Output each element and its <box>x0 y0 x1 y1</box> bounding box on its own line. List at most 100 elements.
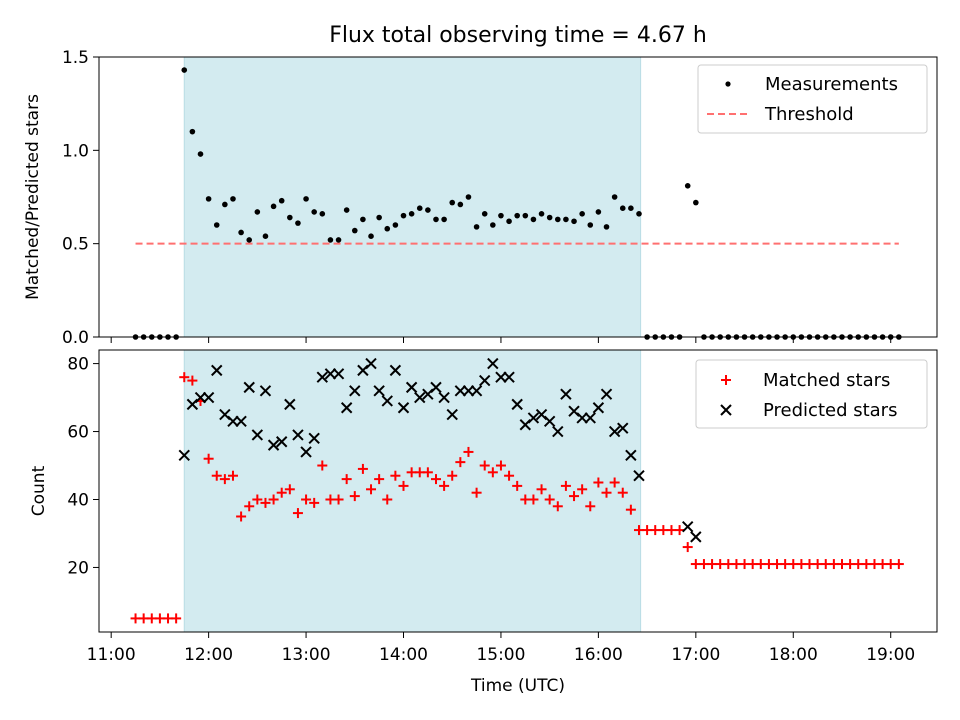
y-tick-label: 20 <box>67 558 89 578</box>
matched-stars-point <box>276 487 287 498</box>
ratio-panel: 0.0 0.5 1.0 1.5 Matched/Predicted stars Mea… <box>23 48 938 348</box>
count-axes-frame <box>98 349 938 633</box>
count-x-ticks: 11:00 12:00 13:00 14:00 15:00 16:00 17:00 18:00… <box>87 632 915 665</box>
predicted-stars-point <box>349 385 361 397</box>
matched-stars-point <box>179 372 190 383</box>
measurement-point <box>311 209 317 215</box>
ratio-y-axis-label: Matched/Predicted stars <box>23 94 43 300</box>
matched-stars-point <box>682 542 693 553</box>
measurement-point <box>213 222 220 228</box>
measurement-point <box>376 214 382 221</box>
predicted-stars-point <box>365 357 377 370</box>
predicted-stars-point <box>592 402 605 414</box>
measurement-point <box>449 199 456 206</box>
measurement-point <box>238 229 244 236</box>
predicted-stars-point <box>194 391 207 404</box>
predicted-stars-point <box>324 368 337 380</box>
predicted-stars-point <box>462 385 475 397</box>
predicted-stars-point <box>600 388 613 400</box>
predicted-stars-point <box>178 449 190 462</box>
predicted-stars-point <box>584 412 596 424</box>
matched-stars-point <box>560 480 571 491</box>
matched-stars-point <box>893 559 904 570</box>
measurement-point <box>538 211 545 217</box>
predicted-stars-point <box>479 374 491 387</box>
legend-label-matched-stars: Matched stars <box>763 370 890 391</box>
y-tick-label: 60 <box>67 423 89 443</box>
matched-stars-point <box>495 460 506 471</box>
matched-stars-point <box>422 467 433 478</box>
predicted-stars-point <box>373 385 385 397</box>
x-tick-label: 15:00 <box>476 645 525 665</box>
matched-stars-point <box>171 613 182 624</box>
measurement-point <box>327 237 334 243</box>
measurement-point <box>595 209 602 215</box>
predicted-stars-point <box>682 520 694 533</box>
predicted-stars-point <box>308 432 320 445</box>
legend-marker-measurements <box>725 81 731 87</box>
predicted-stars-point <box>397 402 410 414</box>
predicted-stars-point <box>292 429 304 441</box>
matched-stars-point <box>187 375 198 386</box>
predicted-stars-point <box>470 385 483 397</box>
count-legend: Matched stars Predicted stars <box>695 359 928 429</box>
predicted-stars-point <box>560 388 572 400</box>
x-tick-label: 16:00 <box>574 645 623 665</box>
matched-stars-point <box>284 484 295 495</box>
predicted-stars-point <box>251 429 264 441</box>
measurement-point <box>392 222 399 228</box>
matched-stars-point <box>447 470 458 481</box>
measurement-point <box>684 183 691 189</box>
predicted-stars-point <box>381 395 393 407</box>
ratio-x-ticks <box>110 337 892 343</box>
measurement-point <box>384 225 391 232</box>
measurement-point <box>506 218 512 225</box>
predicted-stars-point <box>543 415 556 428</box>
measurement-point <box>222 201 228 208</box>
ratio-marks <box>132 67 902 340</box>
legend-label-measurements: Measurements <box>765 74 898 95</box>
matched-stars-point <box>504 470 515 481</box>
measurement-point <box>457 201 464 208</box>
legend-label-predicted-stars: Predicted stars <box>763 400 897 421</box>
matched-stars-point <box>357 463 368 474</box>
measurement-point <box>579 211 585 217</box>
measurement-point <box>636 211 642 217</box>
measurement-point <box>571 218 577 225</box>
predicted-stars-point <box>202 391 215 404</box>
predicted-stars-point <box>487 357 499 370</box>
x-tick-label: 13:00 <box>282 645 331 665</box>
measurement-point <box>246 237 253 243</box>
ratio-y-ticks: 0.0 0.5 1.0 1.5 <box>62 48 99 348</box>
matched-stars-point <box>341 474 352 485</box>
predicted-stars-point <box>267 439 280 451</box>
predicted-stars-point <box>316 371 329 383</box>
y-tick-label: 80 <box>67 355 89 375</box>
matched-stars-point <box>203 453 214 464</box>
predicted-stars-point <box>227 415 239 428</box>
y-tick-label: 1.0 <box>62 141 89 161</box>
predicted-stars-point <box>235 415 247 428</box>
matched-stars-point <box>349 491 360 502</box>
measurement-point <box>619 205 626 211</box>
matched-stars-point <box>219 474 230 485</box>
predicted-stars-point <box>454 385 467 397</box>
predicted-stars-point <box>527 412 540 424</box>
predicted-stars-point <box>259 385 272 397</box>
measurement-point <box>465 194 472 200</box>
measurement-point <box>563 216 569 223</box>
measurement-point <box>441 216 447 223</box>
x-tick-label: 19:00 <box>866 645 915 665</box>
measurement-point <box>254 209 261 215</box>
matched-stars-point <box>544 494 555 505</box>
legend-marker-matched-stars <box>721 375 731 385</box>
legend-label-threshold: Threshold <box>764 104 854 125</box>
measurement-point <box>522 212 529 219</box>
predicted-stars-point <box>495 371 507 383</box>
measurement-point <box>270 203 277 210</box>
matched-stars-point <box>268 494 279 505</box>
matched-stars-point <box>455 457 466 468</box>
measurement-point <box>481 211 488 217</box>
measurement-point <box>368 233 374 239</box>
